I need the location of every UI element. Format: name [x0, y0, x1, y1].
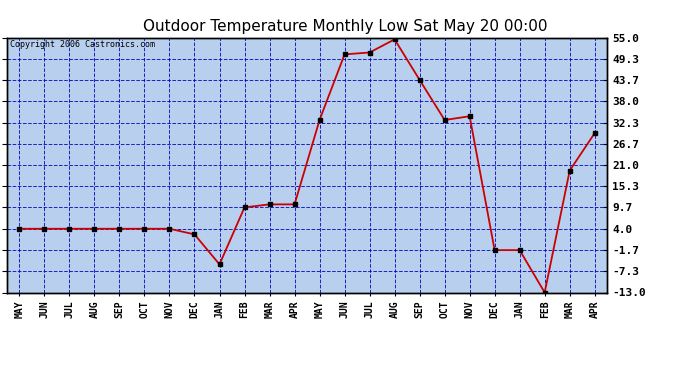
Text: Copyright 2006 Castronics.com: Copyright 2006 Castronics.com	[10, 40, 155, 49]
Text: Outdoor Temperature Monthly Low Sat May 20 00:00: Outdoor Temperature Monthly Low Sat May …	[143, 19, 547, 34]
